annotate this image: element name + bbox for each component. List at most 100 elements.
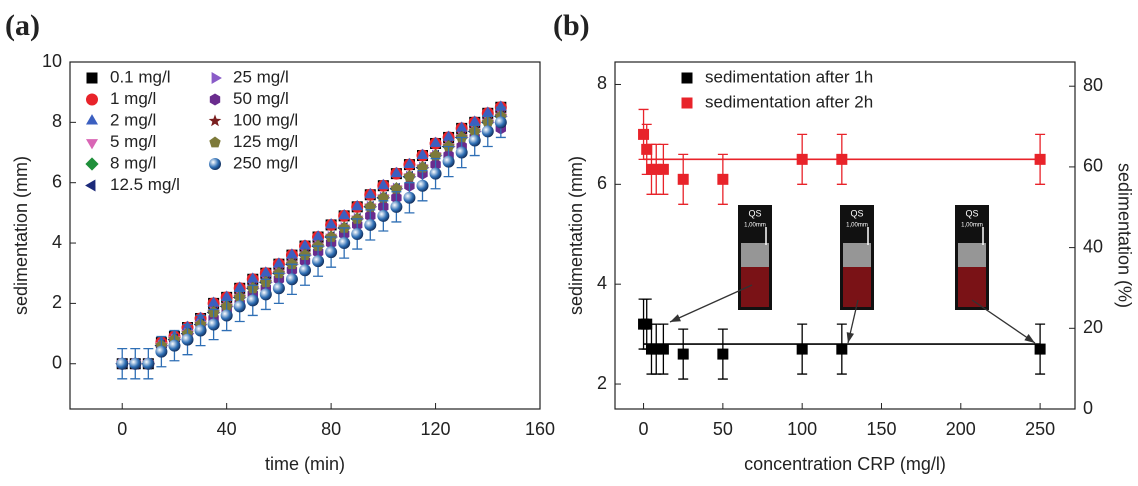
marker bbox=[390, 182, 403, 194]
marker bbox=[836, 343, 848, 355]
inset-sample bbox=[958, 267, 986, 307]
marker bbox=[85, 179, 96, 192]
inset-tube bbox=[843, 243, 871, 267]
marker bbox=[312, 230, 324, 241]
marker bbox=[650, 343, 662, 355]
y-tick-label: 2 bbox=[52, 292, 62, 312]
legend-label: 50 mg/l bbox=[233, 89, 289, 108]
inset-sample bbox=[741, 267, 769, 307]
marker bbox=[403, 191, 416, 204]
panel-label: (a) bbox=[5, 9, 40, 42]
marker bbox=[717, 173, 729, 185]
marker bbox=[86, 139, 98, 150]
marker bbox=[325, 218, 338, 229]
marker bbox=[85, 157, 99, 171]
marker bbox=[272, 257, 285, 268]
marker bbox=[285, 273, 298, 286]
x-axis-title: time (min) bbox=[265, 454, 345, 474]
legend-label: 5 mg/l bbox=[110, 132, 156, 151]
marker bbox=[220, 290, 233, 301]
marker bbox=[351, 227, 364, 240]
marker bbox=[207, 318, 220, 331]
legend-label: 12.5 mg/l bbox=[110, 175, 180, 194]
marker bbox=[836, 153, 848, 165]
arrow bbox=[971, 299, 1036, 344]
x-tick-label: 40 bbox=[217, 419, 237, 439]
marker bbox=[796, 153, 808, 165]
y-tick-label: 10 bbox=[42, 51, 62, 71]
x-tick-label: 250 bbox=[1025, 419, 1055, 439]
y2-tick-label: 40 bbox=[1083, 236, 1103, 256]
marker bbox=[272, 282, 285, 295]
plot-frame bbox=[614, 61, 1076, 410]
legend-label: 125 mg/l bbox=[233, 132, 298, 151]
marker bbox=[86, 114, 98, 125]
legend-label: 2 mg/l bbox=[110, 110, 156, 129]
marker bbox=[455, 146, 468, 159]
y-axis-title: sedimentation (mm) bbox=[11, 156, 31, 315]
marker bbox=[717, 348, 729, 360]
y-axis-title: sedimentation (mm) bbox=[566, 156, 586, 315]
legend-label: 1 mg/l bbox=[110, 89, 156, 108]
marker bbox=[209, 93, 221, 106]
marker bbox=[208, 114, 222, 127]
x-tick-label: 50 bbox=[713, 419, 733, 439]
marker bbox=[494, 116, 507, 129]
marker bbox=[681, 97, 693, 109]
y2-axis-title: sedimentation (%) bbox=[1114, 163, 1134, 308]
y-tick-label: 4 bbox=[52, 232, 62, 252]
inset-scale: 1,00mm bbox=[961, 223, 983, 229]
y-tick-label: 2 bbox=[597, 373, 607, 393]
marker bbox=[677, 348, 689, 360]
marker bbox=[246, 294, 259, 307]
marker bbox=[416, 161, 429, 173]
marker bbox=[657, 343, 669, 355]
x-tick-label: 120 bbox=[421, 419, 451, 439]
x-tick-label: 150 bbox=[866, 419, 896, 439]
marker bbox=[209, 158, 221, 170]
marker bbox=[168, 339, 181, 352]
y2-tick-label: 20 bbox=[1083, 317, 1103, 337]
arrow-head bbox=[670, 314, 681, 322]
marker bbox=[403, 157, 416, 168]
inset-image: QS 1,00mm bbox=[955, 205, 989, 310]
marker bbox=[468, 115, 481, 126]
marker bbox=[1034, 343, 1046, 355]
marker bbox=[455, 121, 468, 132]
inset-tube bbox=[741, 243, 769, 267]
marker bbox=[233, 300, 246, 313]
legend-label: 8 mg/l bbox=[110, 153, 156, 172]
marker bbox=[86, 93, 98, 106]
y-tick-label: 8 bbox=[52, 111, 62, 131]
inset-image: QS 1,00mm bbox=[738, 205, 772, 310]
inset-scale: 1,00mm bbox=[744, 223, 766, 229]
marker bbox=[377, 178, 390, 190]
marker bbox=[641, 318, 653, 330]
marker bbox=[194, 324, 207, 337]
marker bbox=[481, 106, 494, 117]
marker bbox=[390, 166, 403, 178]
x-tick-label: 160 bbox=[525, 419, 555, 439]
marker bbox=[677, 173, 689, 185]
marker bbox=[481, 125, 494, 138]
plot-frame bbox=[69, 61, 541, 410]
marker bbox=[416, 148, 429, 159]
marker bbox=[209, 136, 221, 148]
marker bbox=[325, 246, 338, 259]
marker bbox=[442, 130, 455, 141]
inset-label: QS bbox=[850, 208, 863, 218]
marker bbox=[211, 72, 222, 84]
marker bbox=[403, 170, 416, 182]
arrow-head bbox=[846, 332, 855, 343]
inset-tube bbox=[958, 243, 986, 267]
y2-tick-label: 80 bbox=[1083, 75, 1103, 95]
inset-label: QS bbox=[748, 208, 761, 218]
marker bbox=[338, 237, 351, 250]
marker bbox=[377, 191, 389, 203]
marker bbox=[233, 281, 246, 292]
marker bbox=[155, 345, 168, 358]
arrow bbox=[669, 284, 753, 323]
marker bbox=[429, 167, 442, 180]
marker bbox=[650, 163, 662, 175]
